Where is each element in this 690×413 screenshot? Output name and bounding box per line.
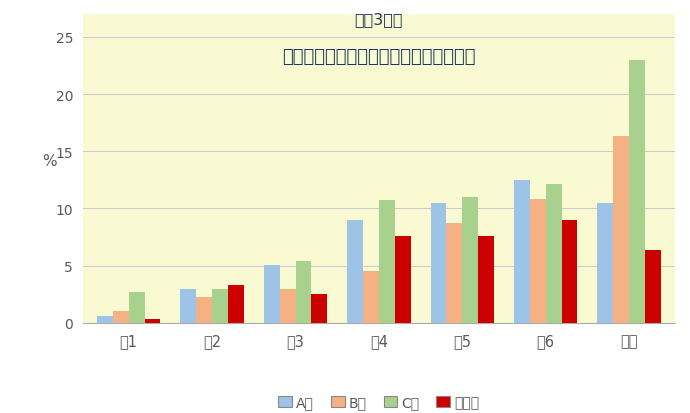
Bar <box>279 289 295 323</box>
Bar <box>347 221 363 323</box>
Bar <box>311 294 327 323</box>
Bar <box>546 185 562 323</box>
Bar <box>144 320 160 323</box>
Bar <box>395 236 411 323</box>
Bar <box>295 261 311 323</box>
Bar <box>431 203 446 323</box>
Bar <box>530 200 546 323</box>
Bar <box>129 292 144 323</box>
Text: 近隣の市と大府市の虫歯がある子の割合: 近隣の市と大府市の虫歯がある子の割合 <box>282 47 475 65</box>
Bar <box>264 265 279 323</box>
Bar <box>228 285 244 323</box>
Bar <box>196 297 212 323</box>
Text: 令和3年度: 令和3年度 <box>355 12 403 27</box>
Bar <box>478 236 494 323</box>
Bar <box>462 197 478 323</box>
Bar <box>180 289 196 323</box>
Bar <box>446 224 462 323</box>
Bar <box>562 221 578 323</box>
Bar <box>97 316 113 323</box>
Bar <box>629 61 645 323</box>
Legend: A市, B市, C市, 大府市: A市, B市, C市, 大府市 <box>273 390 485 413</box>
Bar <box>212 289 228 323</box>
Bar <box>514 180 530 323</box>
Y-axis label: %: % <box>43 154 57 169</box>
Bar <box>613 137 629 323</box>
Bar <box>598 203 613 323</box>
Bar <box>379 201 395 323</box>
Bar <box>113 312 129 323</box>
Bar <box>645 250 661 323</box>
Bar <box>363 272 379 323</box>
